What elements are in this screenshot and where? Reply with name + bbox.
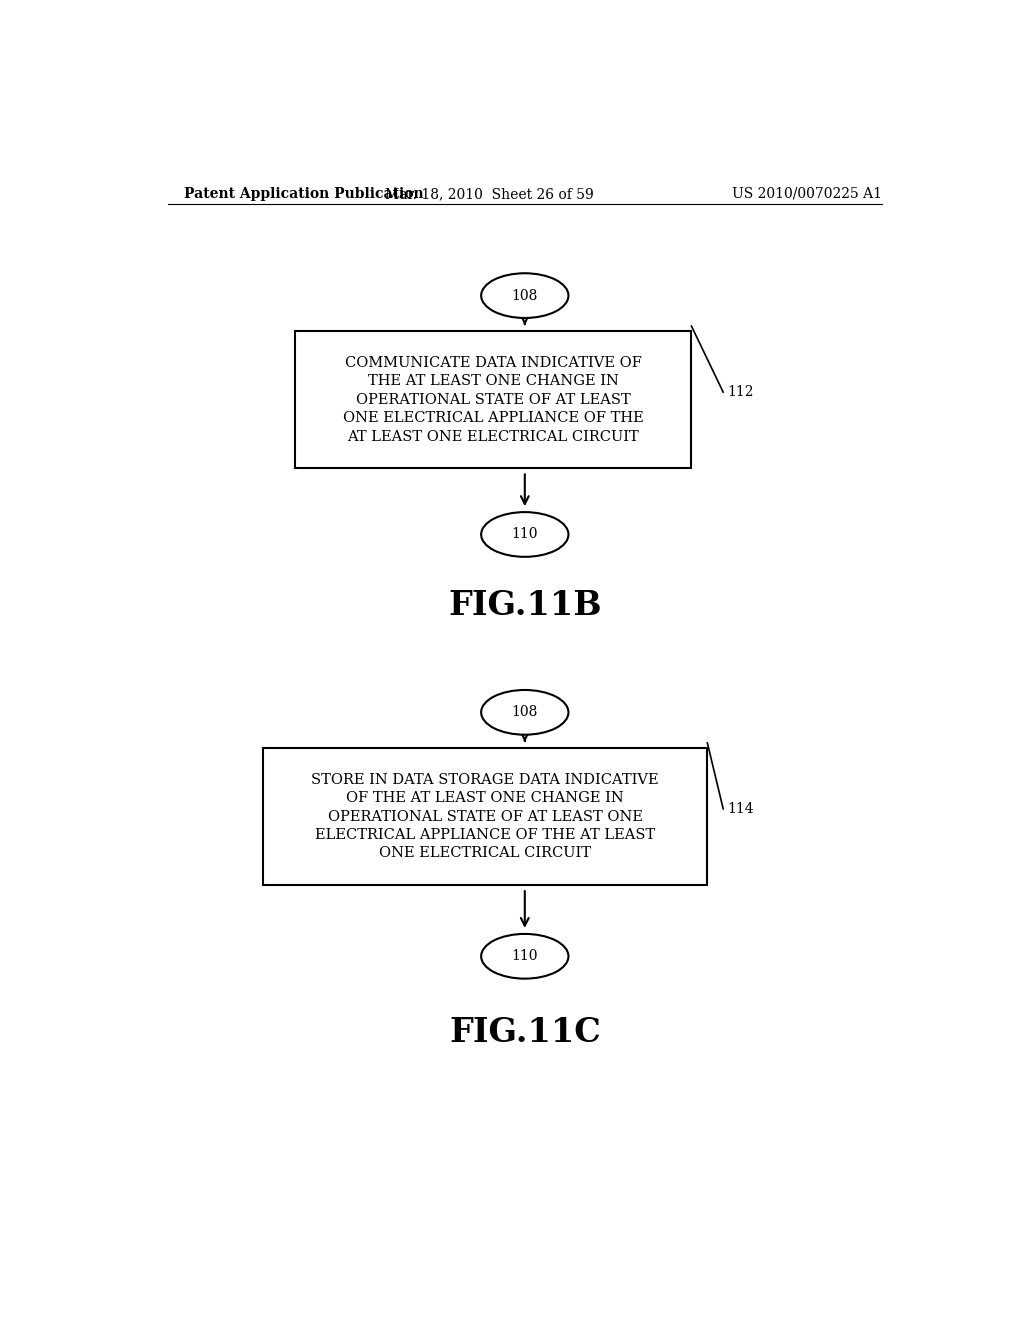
Ellipse shape [481, 935, 568, 978]
Text: 114: 114 [727, 801, 754, 816]
Text: 110: 110 [512, 949, 538, 964]
Text: STORE IN DATA STORAGE DATA INDICATIVE
OF THE AT LEAST ONE CHANGE IN
OPERATIONAL : STORE IN DATA STORAGE DATA INDICATIVE OF… [311, 772, 658, 861]
Ellipse shape [481, 690, 568, 735]
Text: Patent Application Publication: Patent Application Publication [183, 187, 423, 201]
FancyBboxPatch shape [263, 748, 708, 886]
Text: FIG.11C: FIG.11C [449, 1016, 601, 1049]
Text: 112: 112 [727, 385, 754, 399]
Text: 110: 110 [512, 528, 538, 541]
Text: US 2010/0070225 A1: US 2010/0070225 A1 [732, 187, 882, 201]
Text: FIG.11B: FIG.11B [447, 589, 602, 622]
Text: COMMUNICATE DATA INDICATIVE OF
THE AT LEAST ONE CHANGE IN
OPERATIONAL STATE OF A: COMMUNICATE DATA INDICATIVE OF THE AT LE… [343, 356, 643, 444]
Ellipse shape [481, 512, 568, 557]
Text: 108: 108 [512, 705, 538, 719]
Text: 108: 108 [512, 289, 538, 302]
Text: Mar. 18, 2010  Sheet 26 of 59: Mar. 18, 2010 Sheet 26 of 59 [385, 187, 594, 201]
FancyBboxPatch shape [295, 331, 691, 469]
Ellipse shape [481, 273, 568, 318]
